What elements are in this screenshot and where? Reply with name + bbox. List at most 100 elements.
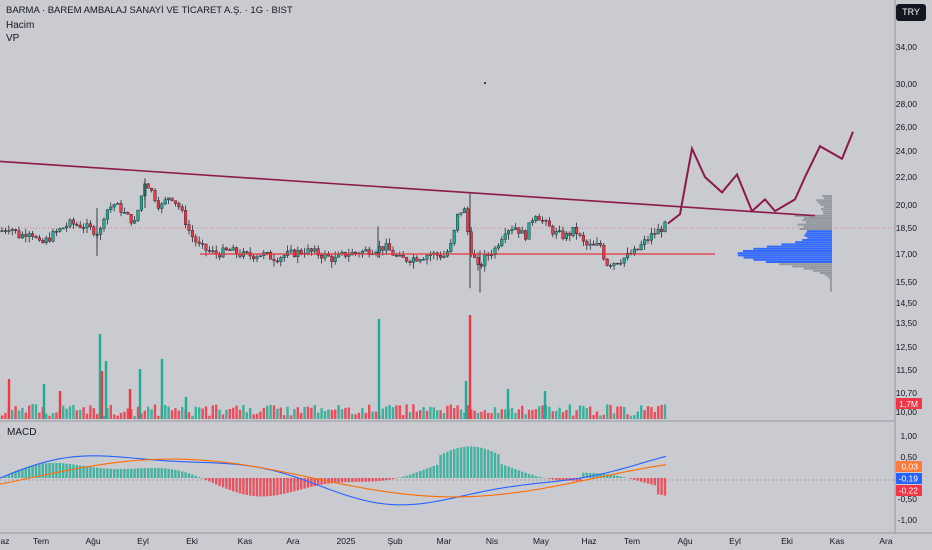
volume-spike-10 <box>58 391 62 419</box>
candle <box>109 202 113 213</box>
symbol-title[interactable]: BARMA · BAREM AMBALAJ SANAYİ VE TİCARET … <box>6 5 293 16</box>
macd-hist-bar <box>449 450 452 478</box>
candle <box>388 238 392 251</box>
price-tick-13: 11,50 <box>896 365 917 375</box>
candle <box>20 231 24 239</box>
volume-indicator-label[interactable]: Hacim <box>6 20 35 31</box>
candle <box>258 255 262 258</box>
vp-indicator-label[interactable]: VP <box>6 33 20 44</box>
volume-bar <box>218 409 221 419</box>
candle-body <box>122 212 126 214</box>
macd-hist-bar <box>198 477 201 478</box>
volume-bar <box>660 404 663 419</box>
candle-body <box>649 233 653 241</box>
vp-row <box>820 208 832 211</box>
volume-bar <box>463 412 466 419</box>
macd-hist-bar <box>119 469 123 478</box>
volume-bar <box>310 407 313 419</box>
volume-bar <box>347 407 350 419</box>
macd-hist-bar <box>555 478 558 480</box>
candle-body <box>109 206 113 210</box>
volume-bar <box>633 415 636 419</box>
volume-bar <box>34 404 38 419</box>
volume-bar <box>561 412 565 419</box>
candle <box>252 254 256 262</box>
volume-bar <box>113 414 116 419</box>
candle <box>517 227 521 238</box>
candle <box>150 187 154 193</box>
volume-bar <box>92 408 95 419</box>
volume-bar <box>170 410 174 419</box>
volume-bar <box>459 409 463 419</box>
volume-bar <box>483 410 486 419</box>
candle <box>595 237 599 246</box>
volume-bar <box>453 408 456 419</box>
candle <box>479 262 483 269</box>
time-tick-5: Kas <box>238 536 253 546</box>
macd-hist-bar <box>364 478 367 482</box>
candle-body <box>456 213 460 231</box>
candle-body <box>439 255 443 258</box>
volume-bar <box>558 407 561 419</box>
candle-body <box>333 256 337 262</box>
volume-bar <box>466 405 469 419</box>
macd-tick-4: -1,00 <box>898 515 918 525</box>
volume-bar <box>531 410 534 419</box>
volume-bar <box>65 408 68 419</box>
macd-hist-bar <box>405 475 408 478</box>
candle-body <box>150 188 154 191</box>
candle-body <box>292 249 296 257</box>
vp-row <box>823 212 832 215</box>
candle <box>296 246 300 264</box>
candle <box>218 251 222 261</box>
vp-row <box>812 269 832 272</box>
candle <box>61 227 65 230</box>
volume-bar <box>432 407 435 419</box>
volume-bar <box>487 412 490 419</box>
macd-hist-bar <box>123 468 126 478</box>
candle <box>544 218 548 226</box>
candle <box>194 233 198 247</box>
candle-body <box>639 244 643 250</box>
candle-body <box>656 228 660 235</box>
macd-hist-bar <box>412 473 415 478</box>
candle <box>262 250 266 260</box>
candle <box>483 250 487 272</box>
volume-bar <box>85 413 89 419</box>
drawings <box>0 82 854 255</box>
currency-badge[interactable]: TRY <box>896 4 926 21</box>
candle <box>279 256 283 267</box>
vp-row <box>803 217 832 219</box>
candle-body <box>20 234 24 239</box>
volume-bar <box>123 411 126 419</box>
volume-spike-12 <box>506 389 510 419</box>
candle-body <box>224 247 228 251</box>
candle <box>255 254 259 263</box>
macd-hist-bar <box>351 478 354 482</box>
volume-bar <box>592 414 595 419</box>
candle-body <box>78 224 82 228</box>
candle-body <box>605 258 609 266</box>
candle <box>228 247 232 252</box>
macd-label[interactable]: MACD <box>7 427 37 438</box>
volume-bar <box>412 404 415 419</box>
candle-body <box>92 226 96 235</box>
macd-hist-bar <box>408 474 412 478</box>
volume-bar <box>646 405 650 419</box>
candle-body <box>537 216 541 221</box>
vp-row <box>805 221 832 224</box>
macd-hist-bar <box>589 472 592 478</box>
candle-body <box>136 209 140 221</box>
macd-hist-bar <box>453 449 456 478</box>
price-tick-6: 20,00 <box>896 200 918 210</box>
candle-body <box>133 220 137 224</box>
candle-body <box>544 220 548 222</box>
candle <box>214 245 218 259</box>
macd-hist-bar <box>385 478 388 481</box>
volume-bar <box>572 415 575 419</box>
time-tick-10: Nis <box>486 536 498 546</box>
candle <box>476 252 480 271</box>
macd-hist-bar <box>211 478 214 483</box>
volume-bar <box>187 412 191 419</box>
